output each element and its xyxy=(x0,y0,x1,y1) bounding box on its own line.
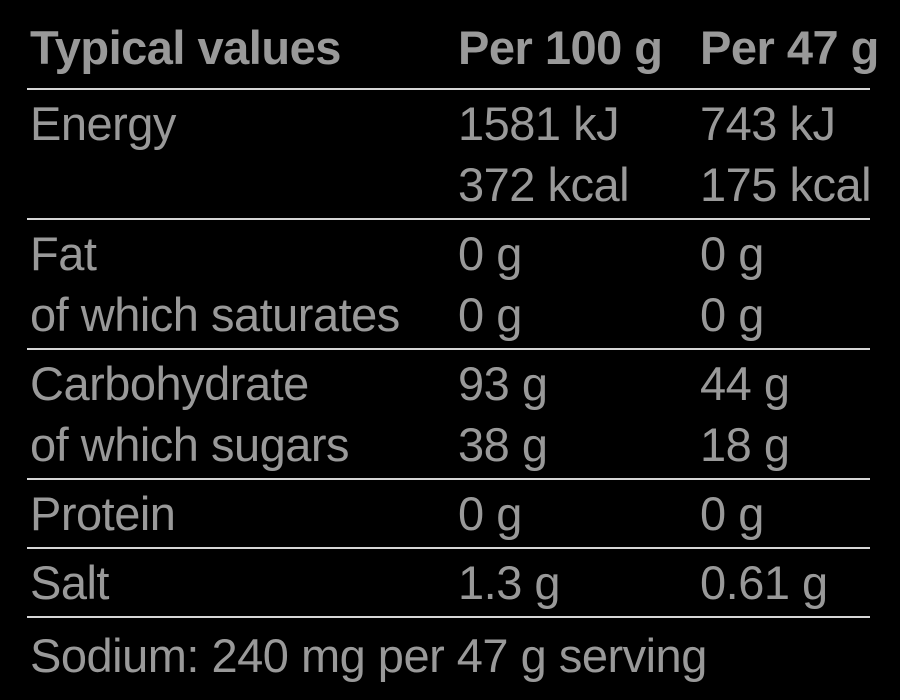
value-per-47g: 743 kJ xyxy=(700,97,836,150)
group-fat: Fat 0 g 0 g of which saturates 0 g 0 g xyxy=(27,220,870,350)
group-energy: Energy 1581 kJ 743 kJ 372 kcal 175 kcal xyxy=(27,90,872,220)
value-per-47g: 0 g xyxy=(700,288,764,341)
group-salt: Salt 1.3 g 0.61 g xyxy=(27,549,870,618)
value-per-47g: 18 g xyxy=(700,418,790,471)
group-protein: Protein 0 g 0 g xyxy=(27,480,870,549)
value-per-47g: 0 g xyxy=(700,227,764,280)
value-per-100g: 372 kcal xyxy=(458,158,630,211)
value-per-100g: 0 g xyxy=(458,227,522,280)
value-per-47g: 0.61 g xyxy=(700,556,828,609)
value-per-47g: 0 g xyxy=(700,487,764,540)
value-per-47g: 175 kcal xyxy=(700,158,872,211)
header-per-47g: Per 47 g xyxy=(700,20,879,74)
value-per-100g: 1581 kJ xyxy=(458,97,620,150)
table-row-energy-kcal: 372 kcal 175 kcal xyxy=(27,154,872,215)
header-typical-values: Typical values xyxy=(30,20,341,74)
value-per-47g: 44 g xyxy=(700,357,790,410)
row-label: of which saturates xyxy=(30,288,400,341)
table-row-saturates: of which saturates 0 g 0 g xyxy=(27,284,870,345)
value-per-100g: 1.3 g xyxy=(458,556,561,609)
nutrition-panel: Typical values Per 100 g Per 47 g Energy… xyxy=(27,12,879,692)
group-carbohydrate: Carbohydrate 93 g 44 g of which sugars 3… xyxy=(27,350,870,480)
table-row-fat: Fat 0 g 0 g xyxy=(27,223,870,284)
row-label: Protein xyxy=(30,487,176,540)
table-row-sugars: of which sugars 38 g 18 g xyxy=(27,414,870,475)
header-row: Typical values Per 100 g Per 47 g xyxy=(27,12,879,90)
sodium-note: Sodium: 240 mg per 47 g serving xyxy=(30,628,707,682)
row-label: Salt xyxy=(30,556,110,609)
header-per-100g: Per 100 g xyxy=(458,20,663,74)
value-per-100g: 0 g xyxy=(458,288,522,341)
row-label: Carbohydrate xyxy=(30,357,309,410)
table-row-energy-kj: Energy 1581 kJ 743 kJ xyxy=(27,93,870,154)
row-label: of which sugars xyxy=(30,418,350,471)
table-row-salt: Salt 1.3 g 0.61 g xyxy=(27,552,870,613)
value-per-100g: 0 g xyxy=(458,487,522,540)
row-label: Energy xyxy=(30,97,176,150)
table-row-protein: Protein 0 g 0 g xyxy=(27,483,870,544)
value-per-100g: 93 g xyxy=(458,357,548,410)
value-per-100g: 38 g xyxy=(458,418,548,471)
table-row-carbohydrate: Carbohydrate 93 g 44 g xyxy=(27,353,870,414)
row-label: Fat xyxy=(30,227,97,280)
